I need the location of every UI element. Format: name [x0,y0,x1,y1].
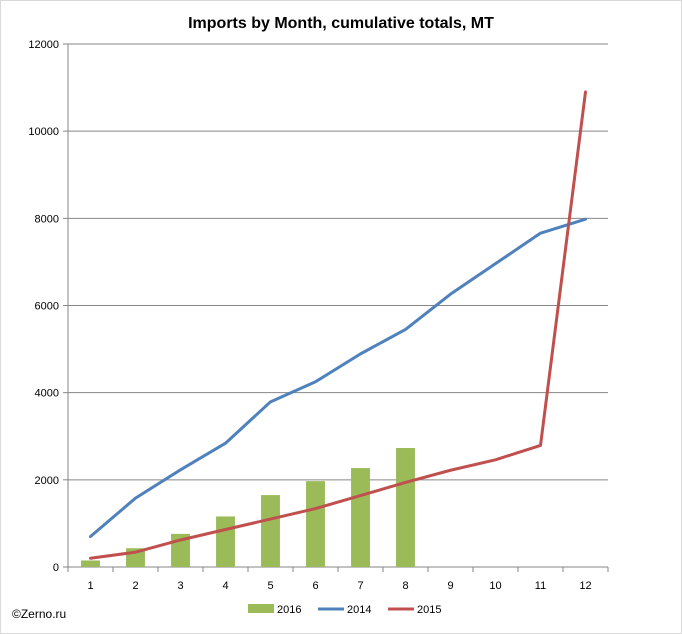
x-tick-label: 2 [132,580,138,592]
line-series [89,90,587,560]
x-tick-label: 5 [267,580,273,592]
legend-label-2014: 2014 [347,604,371,616]
legend-label-2016: 2016 [277,604,301,616]
chart-title: Imports by Month, cumulative totals, MT [188,15,494,32]
x-tick-label: 9 [447,580,453,592]
bar-2016-5 [261,495,280,567]
bar-2016-6 [306,481,325,567]
bar-2016-4 [216,516,235,567]
y-tick-label: 12000 [28,39,59,51]
y-tick-label: 8000 [35,213,59,225]
x-tick-label: 6 [312,580,318,592]
legend: 2016 2014 2015 [248,604,441,616]
x-tick-label: 4 [222,580,228,592]
x-tick-label: 1 [87,580,93,592]
x-tick-label: 7 [357,580,363,592]
x-tick-label: 12 [579,580,591,592]
bar-2016-7 [351,468,370,567]
x-axis: 1 2 3 4 5 6 7 8 9 10 11 12 [67,567,609,592]
x-tick-label: 8 [402,580,408,592]
bar-2016-8 [396,448,415,567]
line-2015 [89,90,587,560]
y-tick-label: 4000 [35,388,59,400]
x-tick-label: 10 [489,580,501,592]
x-tick-label: 3 [177,580,183,592]
bar-2016-1 [81,560,100,567]
x-tick-label: 11 [535,580,546,592]
line-2014 [89,217,587,538]
y-axis: 0 2000 4000 6000 8000 10000 12000 [28,39,69,574]
bar-series [81,448,415,567]
y-tick-label: 6000 [35,301,59,313]
copyright-text: ©Zerno.ru [12,607,66,621]
legend-swatch-2016 [248,604,274,613]
y-tick-label: 2000 [35,475,59,487]
y-tick-label: 10000 [28,126,59,138]
y-tick-label: 0 [53,562,59,574]
legend-label-2015: 2015 [417,604,441,616]
